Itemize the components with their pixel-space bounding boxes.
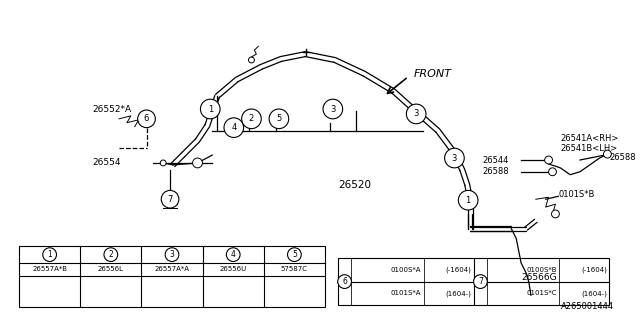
- Text: 0101S*A: 0101S*A: [390, 290, 421, 296]
- Circle shape: [193, 158, 202, 168]
- Circle shape: [545, 156, 552, 164]
- Text: 4: 4: [231, 123, 236, 132]
- Text: 1: 1: [47, 250, 52, 259]
- Text: 3: 3: [170, 250, 175, 259]
- Text: 26544: 26544: [482, 156, 508, 164]
- Text: 26557A*B: 26557A*B: [32, 266, 67, 272]
- Text: 3: 3: [413, 109, 419, 118]
- Circle shape: [552, 210, 559, 218]
- Circle shape: [161, 190, 179, 208]
- Circle shape: [242, 109, 261, 129]
- Circle shape: [165, 248, 179, 261]
- Text: (1604-): (1604-): [581, 290, 607, 297]
- Text: 26556U: 26556U: [220, 266, 247, 272]
- Circle shape: [445, 148, 464, 168]
- Circle shape: [548, 168, 556, 176]
- Text: 7: 7: [478, 277, 483, 286]
- Text: 7: 7: [168, 195, 173, 204]
- Circle shape: [248, 57, 254, 63]
- Text: (-1604): (-1604): [445, 267, 472, 273]
- Text: 3: 3: [452, 154, 457, 163]
- Text: 26541B<LH>: 26541B<LH>: [561, 144, 618, 153]
- Circle shape: [138, 110, 156, 128]
- Circle shape: [227, 248, 240, 261]
- Text: 26541A<RH>: 26541A<RH>: [561, 134, 619, 143]
- Circle shape: [160, 160, 166, 166]
- Text: 26588: 26588: [482, 167, 509, 176]
- Bar: [338, 258, 609, 305]
- Text: 26566G: 26566G: [521, 273, 557, 282]
- Circle shape: [104, 248, 118, 261]
- Text: 6: 6: [342, 277, 347, 286]
- Text: 1: 1: [207, 105, 213, 114]
- Text: 0101S*C: 0101S*C: [527, 290, 557, 296]
- Text: 0100S*A: 0100S*A: [390, 267, 421, 273]
- Text: 5: 5: [276, 114, 282, 123]
- Text: 6: 6: [144, 114, 149, 123]
- Circle shape: [406, 104, 426, 124]
- Text: 26552*A: 26552*A: [93, 105, 132, 114]
- Circle shape: [323, 99, 342, 119]
- Circle shape: [287, 248, 301, 261]
- Circle shape: [43, 248, 56, 261]
- Text: 3: 3: [330, 105, 335, 114]
- Text: 26556L: 26556L: [98, 266, 124, 272]
- Text: 26554: 26554: [93, 158, 121, 167]
- Text: 57587C: 57587C: [281, 266, 308, 272]
- Text: 0100S*B: 0100S*B: [527, 267, 557, 273]
- Circle shape: [269, 109, 289, 129]
- Text: FRONT: FRONT: [413, 69, 451, 79]
- Text: 4: 4: [231, 250, 236, 259]
- Text: 0101S*B: 0101S*B: [558, 190, 595, 199]
- Circle shape: [200, 99, 220, 119]
- Text: A265001444: A265001444: [561, 302, 614, 311]
- Bar: [19, 246, 325, 307]
- Text: 2: 2: [249, 114, 254, 123]
- Circle shape: [224, 118, 244, 138]
- Text: 26520: 26520: [338, 180, 371, 189]
- Text: (1604-): (1604-): [445, 290, 472, 297]
- Text: 1: 1: [465, 196, 471, 205]
- Circle shape: [604, 150, 611, 158]
- Circle shape: [338, 275, 351, 288]
- Circle shape: [458, 190, 478, 210]
- Text: 5: 5: [292, 250, 297, 259]
- Text: (-1604): (-1604): [581, 267, 607, 273]
- Circle shape: [474, 275, 487, 288]
- Text: 26557A*A: 26557A*A: [154, 266, 189, 272]
- Text: 2: 2: [108, 250, 113, 259]
- Text: 26588: 26588: [609, 153, 636, 162]
